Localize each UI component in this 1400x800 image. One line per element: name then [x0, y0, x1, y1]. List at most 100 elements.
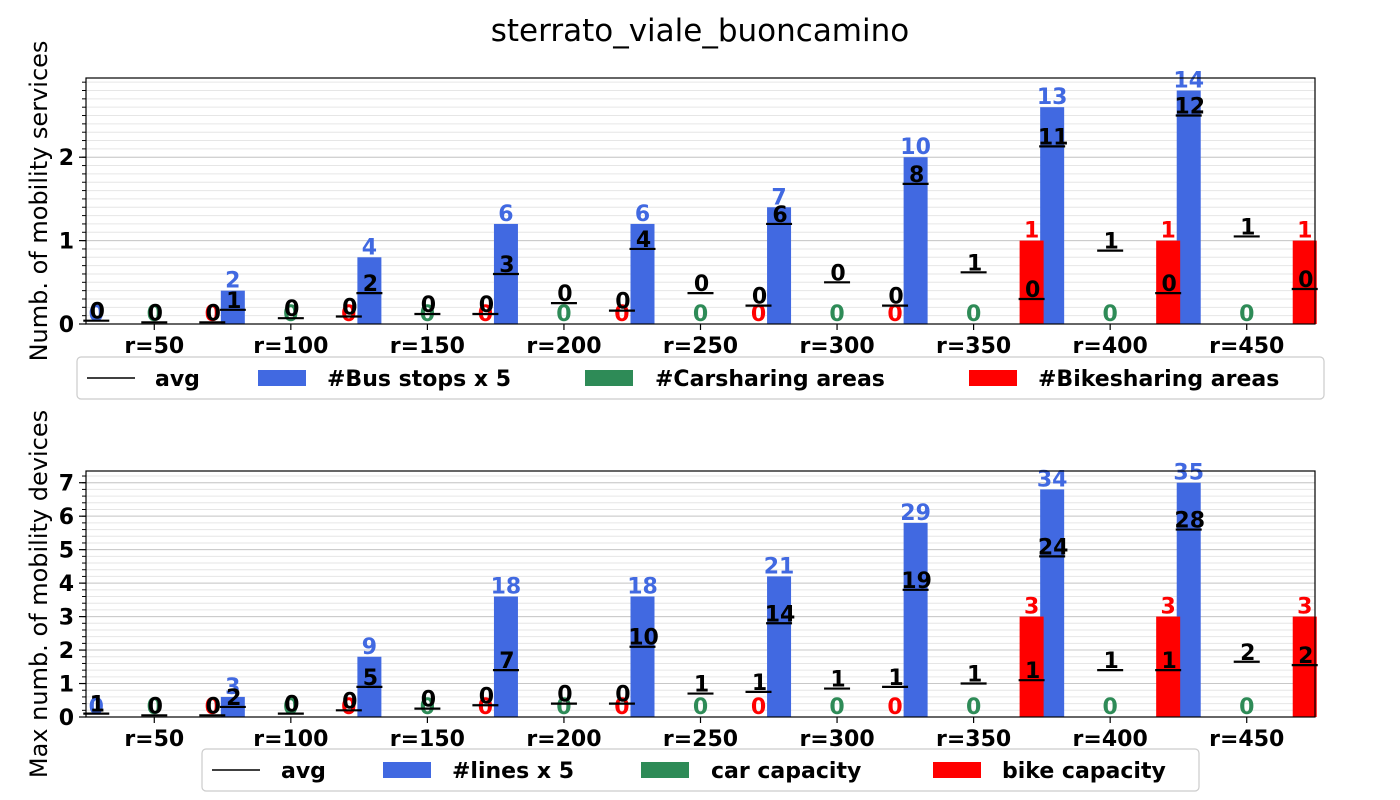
bar-bike-capacity — [1292, 616, 1317, 717]
avg-value-label: 0 — [888, 285, 903, 310]
avg-value-label: 2 — [226, 686, 241, 711]
x-category-label: r=350 — [936, 727, 1011, 752]
bar-value-label: 6 — [635, 202, 650, 227]
legend-label: avg — [155, 367, 200, 392]
bar--lines-x-5 — [767, 576, 792, 717]
bar-value-label: 0 — [751, 695, 766, 720]
legend-label: #Bus stops x 5 — [327, 367, 511, 392]
x-category-label: r=450 — [1209, 727, 1284, 752]
avg-value-label: 2 — [1298, 644, 1313, 669]
avg-value-label: 12 — [1174, 95, 1205, 120]
bar-value-label: 0 — [1103, 695, 1118, 720]
bar-value-label: 2 — [225, 269, 240, 294]
x-category-label: r=50 — [124, 727, 184, 752]
bar-value-label: 0 — [1103, 302, 1118, 327]
avg-value-label: 1 — [90, 693, 105, 718]
avg-value-label: 28 — [1174, 509, 1205, 534]
avg-value-label: 14 — [765, 602, 796, 627]
avg-value-label: 1 — [830, 668, 845, 693]
bar-value-label: 0 — [966, 302, 981, 327]
avg-value-label: 0 — [479, 293, 494, 318]
y-tick-label: 2 — [59, 639, 74, 664]
bar--bikesharing-areas — [1156, 240, 1181, 324]
avg-value-label: 0 — [421, 688, 436, 713]
bar-value-label: 3 — [225, 675, 240, 700]
y-tick-label: 7 — [59, 472, 74, 497]
bar-value-label: 0 — [829, 695, 844, 720]
legend-swatch — [258, 370, 306, 386]
avg-value-label: 0 — [206, 301, 221, 326]
bar-value-label: 0 — [556, 695, 571, 720]
avg-value-label: 0 — [206, 694, 221, 719]
bar-value-label: 0 — [341, 695, 356, 720]
bar--lines-x-5 — [630, 596, 655, 717]
avg-value-label: 1 — [1104, 230, 1119, 255]
avg-value-label: 1 — [752, 671, 767, 696]
bar-value-label: 3 — [1297, 595, 1312, 620]
avg-value-label: 10 — [628, 626, 659, 651]
avg-value-label: 1 — [1104, 649, 1119, 674]
bar-value-label: 0 — [420, 695, 435, 720]
bar-value-label: 13 — [1037, 85, 1068, 110]
avg-value-label: 0 — [615, 290, 630, 315]
avg-value-label: 1 — [967, 251, 982, 276]
avg-value-label: 0 — [830, 261, 845, 286]
x-category-label: r=300 — [799, 727, 874, 752]
bar--lines-x-5 — [1176, 482, 1201, 717]
avg-value-label: 2 — [1240, 641, 1255, 666]
avg-value-label: 1 — [226, 289, 241, 314]
bar--lines-x-5 — [493, 596, 518, 717]
avg-value-label: 8 — [909, 163, 924, 188]
x-category-label: r=250 — [663, 727, 738, 752]
x-category-label: r=400 — [1073, 334, 1148, 359]
chart-title: sterrato_viale_buoncamino — [491, 13, 910, 49]
avg-value-label: 4 — [636, 228, 651, 253]
bar-value-label: 0 — [1239, 302, 1254, 327]
bar-value-label: 14 — [1173, 69, 1204, 94]
x-category-label: r=100 — [253, 334, 328, 359]
avg-value-label: 0 — [557, 282, 572, 307]
avg-value-label: 1 — [1162, 649, 1177, 674]
avg-value-label: 6 — [772, 203, 787, 228]
y-tick-label: 4 — [59, 572, 74, 597]
bar-value-label: 9 — [362, 635, 377, 660]
legend-label: #lines x 5 — [452, 759, 574, 784]
minor-gridlines — [82, 475, 1315, 711]
bar-value-label: 0 — [887, 695, 902, 720]
bar-value-label: 3 — [1161, 595, 1176, 620]
bar-value-label: 0 — [1239, 695, 1254, 720]
bar-value-label: 0 — [751, 302, 766, 327]
avg-value-label: 0 — [342, 295, 357, 320]
bar-value-label: 0 — [614, 302, 629, 327]
legend-swatch — [641, 762, 689, 778]
x-category-label: r=150 — [390, 727, 465, 752]
avg-value-label: 0 — [148, 694, 163, 719]
bar-value-label: 29 — [900, 501, 931, 526]
bar--bus-stops-x-5 — [903, 157, 928, 324]
bar--bikesharing-areas — [1019, 240, 1044, 324]
avg-value-label: 1 — [1240, 215, 1255, 240]
y-axis-label: Numb. of mobility services — [25, 41, 53, 362]
legend-label: avg — [281, 759, 326, 784]
x-category-label: r=200 — [526, 334, 601, 359]
avg-value-label: 1 — [888, 666, 903, 691]
bar-value-label: 7 — [771, 185, 786, 210]
avg-value-label: 7 — [499, 649, 514, 674]
bar-value-label: 0 — [556, 302, 571, 327]
avg-value-label: 0 — [479, 684, 494, 709]
legend-box — [201, 748, 1200, 792]
bar-value-label: 0 — [478, 695, 493, 720]
avg-value-label: 0 — [284, 297, 299, 322]
avg-value-label: 19 — [901, 569, 932, 594]
bar-value-label: 0 — [614, 695, 629, 720]
bar--bus-stops-x-5 — [220, 290, 245, 324]
y-tick-label: 1 — [59, 230, 74, 255]
bar-value-label: 0 — [887, 302, 902, 327]
bar-value-label: 0 — [966, 695, 981, 720]
avg-value-label: 0 — [615, 683, 630, 708]
bar-value-label: 0 — [693, 695, 708, 720]
avg-value-label: 1 — [967, 663, 982, 688]
bar--bus-stops-x-5 — [767, 207, 792, 324]
bar-value-label: 0 — [147, 695, 162, 720]
